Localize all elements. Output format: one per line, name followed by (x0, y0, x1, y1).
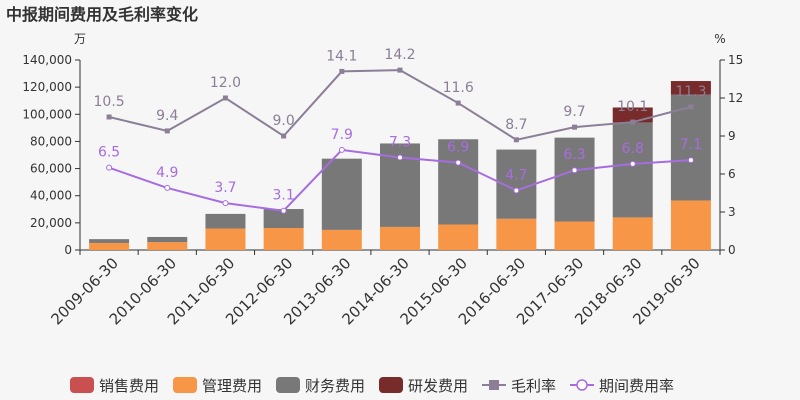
line-1-point (106, 164, 113, 171)
right-tick-label: 12 (728, 91, 743, 105)
line-0-data-label: 10.5 (94, 94, 125, 110)
line-0-data-label: 14.2 (384, 47, 415, 63)
bar-1 (380, 226, 420, 250)
bar-2 (263, 209, 304, 229)
right-tick-label: 15 (728, 53, 743, 67)
left-tick-label: 80,000 (30, 134, 72, 148)
bar-1 (89, 242, 130, 250)
legend-swatch-3 (379, 377, 403, 393)
line-1-point (571, 167, 578, 174)
bar-2 (612, 122, 653, 218)
chart-title: 中报期间费用及毛利率变化 (6, 5, 198, 24)
bar-2 (670, 94, 711, 201)
line-0-point (106, 114, 112, 120)
line-0-point (513, 137, 519, 143)
bar-2 (438, 139, 479, 225)
left-tick-label: 140,000 (22, 53, 72, 67)
bar-2 (205, 213, 246, 229)
line-0-point (164, 128, 170, 134)
line-1-point (164, 184, 171, 191)
left-tick-label: 40,000 (30, 189, 72, 203)
legend-label-1: 管理费用 (202, 377, 262, 395)
legend-swatch-0 (70, 377, 94, 393)
legend-label-4: 毛利率 (511, 377, 556, 395)
right-tick-label: 6 (728, 167, 736, 181)
line-1-point (455, 159, 462, 166)
bar-1 (438, 224, 479, 250)
bar-2 (89, 239, 130, 243)
left-axis-unit: 万 (74, 32, 86, 46)
line-0-data-label: 11.6 (443, 80, 474, 96)
legend-label-3: 研发费用 (408, 377, 468, 395)
bar-1 (205, 228, 246, 250)
line-1-data-label: 7.9 (331, 127, 353, 143)
bar-3 (670, 81, 711, 95)
line-0-point (339, 68, 345, 74)
line-1-point (280, 207, 287, 214)
line-1-data-label: 6.9 (447, 140, 469, 156)
line-0 (108, 69, 692, 141)
bar-2 (554, 137, 595, 222)
legend-swatch-2 (276, 377, 300, 393)
legend-marker-4 (489, 380, 499, 390)
line-0-data-label: 9.0 (273, 113, 295, 129)
line-1-data-label: 3.7 (214, 180, 236, 196)
line-1-data-label: 7.3 (389, 135, 411, 151)
right-tick-label: 0 (728, 243, 736, 257)
right-tick-label: 3 (728, 205, 736, 219)
left-tick-label: 120,000 (22, 80, 72, 94)
plot-area: 0 20,000 40,000 60,000 80,000 100,000 120,000 1… (22, 47, 743, 328)
line-0-point (572, 124, 578, 130)
line-1-data-label: 7.1 (680, 137, 702, 153)
legend-label-2: 财务费用 (305, 377, 365, 395)
bar-1 (263, 228, 304, 250)
left-tick-label: 20,000 (30, 216, 72, 230)
bar-1 (147, 242, 188, 250)
line-0-data-label: 9.4 (156, 108, 178, 124)
line-1-point (397, 154, 403, 161)
bar-1 (612, 217, 653, 250)
line-1-point (222, 200, 229, 207)
bar-1 (321, 229, 362, 250)
line-0-point (630, 119, 636, 125)
bar-2 (321, 158, 362, 230)
line-1-point (629, 160, 636, 167)
left-tick-label: 100,000 (22, 107, 72, 121)
line-1-data-label: 4.7 (505, 167, 527, 183)
line-0-data-label: 8.7 (505, 117, 527, 133)
line-0-data-label: 12.0 (210, 75, 241, 91)
right-axis-unit: % (714, 32, 725, 46)
line-0-point (688, 104, 694, 110)
line-1-data-label: 3.1 (273, 188, 295, 204)
bar-1 (496, 218, 537, 250)
bar-2 (147, 236, 188, 243)
line-0-point (455, 100, 461, 106)
line-1-data-label: 4.9 (156, 165, 178, 181)
left-tick-label: 60,000 (30, 162, 72, 176)
line-1-data-label: 6.3 (563, 147, 585, 163)
line-0-data-label: 14.1 (326, 48, 357, 64)
legend-label-5: 期间费用率 (599, 377, 674, 395)
legend-label-0: 销售费用 (99, 377, 159, 395)
line-1-data-label: 6.5 (98, 145, 120, 161)
line-1-point (338, 146, 345, 153)
bar-1 (670, 200, 711, 250)
legend-marker-5 (576, 379, 588, 391)
bar-1 (554, 221, 595, 250)
line-0-point (281, 133, 287, 139)
left-tick-label: 0 (64, 243, 72, 257)
legend: 销售费用 管理费用 财务费用 研发费用 毛利率 期间费用率 (70, 377, 674, 395)
legend-swatch-1 (173, 377, 197, 393)
line-1-point (687, 157, 694, 164)
line-0-point (397, 67, 403, 73)
line-0-data-label: 9.7 (563, 104, 585, 120)
line-0-data-label: 11.3 (675, 84, 706, 100)
line-0-point (222, 95, 228, 101)
line-1-data-label: 6.8 (622, 141, 644, 157)
line-1-point (513, 187, 520, 194)
right-tick-label: 9 (728, 129, 736, 143)
line-0-data-label: 10.1 (617, 99, 648, 115)
